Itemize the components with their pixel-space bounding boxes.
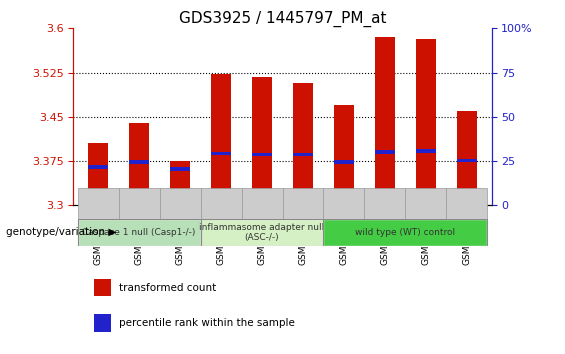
Text: transformed count: transformed count — [119, 282, 217, 293]
Bar — [375, 150, 396, 154]
Text: wild type (WT) control: wild type (WT) control — [355, 228, 455, 237]
FancyBboxPatch shape — [77, 219, 201, 246]
Bar — [416, 149, 436, 153]
Title: GDS3925 / 1445797_PM_at: GDS3925 / 1445797_PM_at — [179, 11, 386, 27]
Bar — [211, 74, 231, 205]
Bar — [129, 160, 149, 164]
Bar — [457, 159, 477, 162]
Text: inflammasome adapter null
(ASC-/-): inflammasome adapter null (ASC-/-) — [199, 223, 325, 242]
FancyBboxPatch shape — [77, 188, 119, 219]
FancyBboxPatch shape — [119, 188, 159, 219]
Bar — [170, 161, 190, 205]
FancyBboxPatch shape — [241, 188, 282, 219]
Bar — [334, 105, 354, 205]
Bar — [94, 279, 111, 296]
Bar — [457, 111, 477, 205]
FancyBboxPatch shape — [324, 219, 488, 246]
Bar — [334, 160, 354, 164]
Bar — [88, 143, 108, 205]
Bar — [416, 39, 436, 205]
Text: percentile rank within the sample: percentile rank within the sample — [119, 318, 295, 328]
Bar — [252, 153, 272, 156]
FancyBboxPatch shape — [406, 188, 446, 219]
Bar — [375, 37, 396, 205]
Bar — [293, 153, 313, 156]
FancyBboxPatch shape — [282, 188, 324, 219]
Bar — [88, 165, 108, 169]
FancyBboxPatch shape — [201, 188, 241, 219]
Text: genotype/variation ▶: genotype/variation ▶ — [6, 227, 116, 237]
Text: Caspase 1 null (Casp1-/-): Caspase 1 null (Casp1-/-) — [82, 228, 195, 237]
FancyBboxPatch shape — [159, 188, 201, 219]
Bar — [252, 77, 272, 205]
Bar — [293, 82, 313, 205]
Bar — [94, 314, 111, 332]
FancyBboxPatch shape — [364, 188, 406, 219]
Bar — [211, 152, 231, 155]
FancyBboxPatch shape — [324, 188, 364, 219]
Bar — [170, 167, 190, 171]
FancyBboxPatch shape — [201, 219, 324, 246]
Bar — [129, 123, 149, 205]
FancyBboxPatch shape — [446, 188, 488, 219]
